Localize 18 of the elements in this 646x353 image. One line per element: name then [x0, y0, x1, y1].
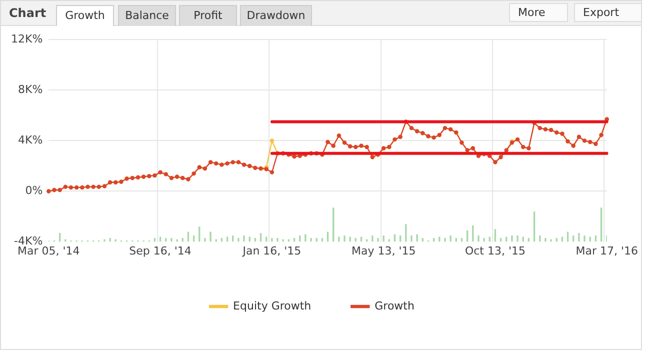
x-tick-label: Mar 17, '16 — [576, 244, 638, 258]
legend-label: Growth — [374, 299, 414, 312]
text: Export — [574, 3, 642, 22]
x-tick-label: Sep 16, '14 — [129, 244, 192, 258]
legend-label: Equity Growth — [233, 299, 312, 312]
x-tick-label: Oct 13, '15 — [464, 244, 526, 258]
text: More — [509, 3, 568, 22]
x-tick-label: May 13, '15 — [351, 244, 416, 258]
text: Growth — [56, 5, 114, 26]
chart-title: Chart — [9, 6, 46, 20]
y-tick-label: 4K% — [18, 134, 43, 147]
x-tick-label: Jan 16, '15 — [242, 244, 302, 258]
text: Balance — [118, 5, 176, 26]
y-tick-label: 12K% — [10, 32, 43, 46]
text: Drawdown — [240, 5, 312, 26]
text: Profit — [179, 5, 237, 26]
y-tick-label: 0% — [25, 184, 43, 198]
y-tick-label: 8K% — [18, 83, 43, 96]
